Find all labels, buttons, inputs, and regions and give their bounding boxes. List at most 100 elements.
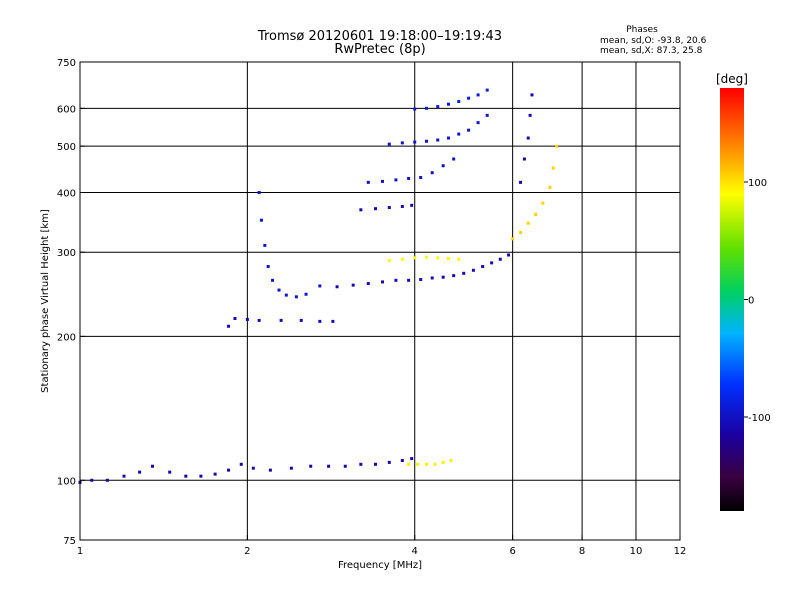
echo-point [213,472,217,476]
data-points [78,88,559,484]
echo-point [413,256,417,260]
echo-point [331,319,335,323]
echo-point [507,253,511,257]
echo-point [436,256,440,260]
echo-point [400,458,404,462]
echo-point [452,274,456,278]
colorbar-tick-label: 100 [748,178,767,189]
echo-point [485,113,489,117]
y-tick-label: 200 [57,332,76,343]
echo-point [446,136,450,140]
echo-point [284,293,288,297]
echo-point [419,175,423,179]
echo-point [343,464,347,468]
echo-point [416,462,420,466]
echo-point [373,207,377,211]
phases-info-o: mean, sd,O: -93.8, 20.6 [600,36,707,46]
echo-point [318,284,322,288]
echo-point [511,237,515,241]
echo-point [467,128,471,132]
echo-point [227,324,231,328]
echo-point [436,138,440,142]
echo-point [294,295,298,299]
echo-point [263,243,267,247]
x-tick-label: 1 [77,546,83,557]
echo-point [407,176,411,180]
echo-point [257,318,261,322]
echo-point [400,204,404,208]
echo-point [519,180,523,184]
echo-point [138,470,142,474]
echo-point [150,464,154,468]
echo-point [359,208,363,212]
echo-point [526,136,530,140]
x-tick-label: 12 [674,546,687,557]
echo-point [425,106,429,110]
x-axis-ticks: 1 2 4 6 8 10 12 [77,535,687,557]
echo-point [441,164,445,168]
echo-point [366,180,370,184]
echo-point [481,265,485,269]
echo-point [366,282,370,286]
y-tick-label: 750 [57,58,76,69]
x-tick-label: 6 [509,546,515,557]
echo-point [425,462,429,466]
echo-point [462,271,466,275]
echo-point [413,140,417,144]
echo-point [279,318,283,322]
echo-point [380,179,384,183]
echo-point [105,478,109,482]
echo-point [327,464,331,468]
echo-point [498,257,502,261]
echo-point [351,283,355,287]
echo-point [436,105,440,109]
echo-point [289,466,293,470]
x-axis-label: Frequency [MHz] [338,560,422,571]
echo-point [407,278,411,282]
echo-point [548,185,552,189]
echo-point [534,212,538,216]
echo-point [318,319,322,323]
echo-point [490,261,494,265]
y-axis-label: Stationary phase Virtual Height [km] [40,209,51,393]
x-tick-label: 10 [630,546,643,557]
echo-point [90,478,94,482]
echo-point [410,203,414,207]
echo-point [277,288,281,292]
echo-point [541,201,545,205]
echo-point [476,93,480,97]
x-tick-label: 2 [244,546,250,557]
y-tick-label: 75 [63,536,76,547]
echo-point [239,462,243,466]
y-tick-label: 600 [57,104,76,115]
echo-point [400,141,404,145]
echo-point [407,462,411,466]
echo-point [309,464,313,468]
echo-point [168,470,172,474]
echo-point [380,280,384,284]
echo-point [387,259,391,263]
echo-point [528,113,532,117]
y-tick-label: 300 [57,248,76,259]
echo-point [245,317,249,321]
x-tick-label: 8 [579,546,585,557]
echo-point [425,139,429,143]
echo-point [430,276,434,280]
echo-point [441,460,445,464]
chart-title: Tromsø 20120601 19:18:00–19:19:43 [257,29,502,44]
echo-point [555,144,559,148]
echo-point [387,142,391,146]
x-tick-label: 4 [412,546,418,557]
echo-point [446,257,450,261]
phases-heading: Phases [626,25,658,35]
echo-point [457,100,461,104]
echo-point [425,255,429,259]
echo-point [457,257,461,261]
echo-point [476,121,480,125]
echo-point [268,468,272,472]
y-tick-label: 500 [57,142,76,153]
grid [80,62,680,540]
echo-point [449,458,453,462]
echo-point [304,292,308,296]
echo-point [299,318,303,322]
